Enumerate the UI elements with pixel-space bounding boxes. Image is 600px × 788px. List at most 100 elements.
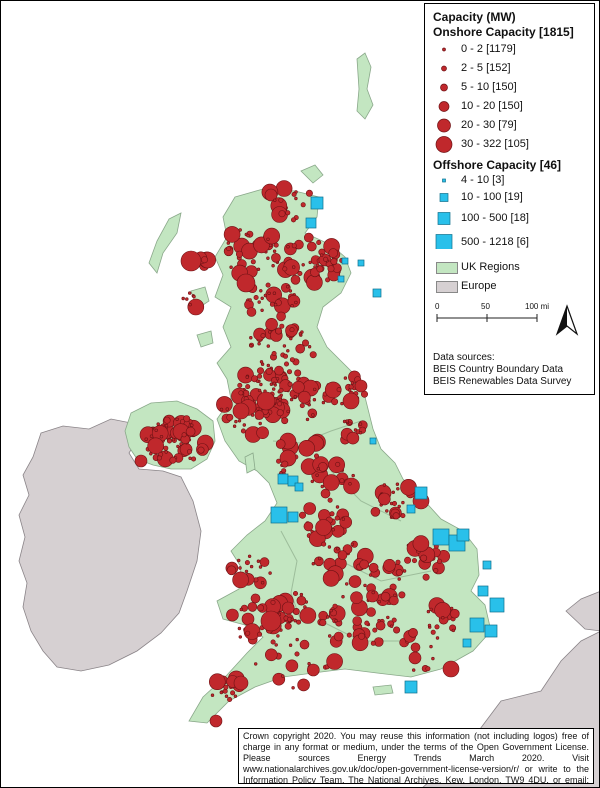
onshore-site-marker [247, 602, 258, 612]
onshore-site-marker [237, 382, 243, 388]
onshore-site-marker [325, 277, 331, 283]
onshore-site-marker [326, 615, 330, 619]
onshore-site-marker [358, 431, 363, 435]
onshore-site-marker [366, 607, 376, 617]
legend-title: Capacity (MW) [433, 10, 516, 24]
offshore-site-marker [489, 597, 505, 613]
onshore-site-marker [308, 260, 312, 265]
onshore-site-marker [259, 289, 263, 293]
onshore-site-marker [268, 330, 272, 334]
onshore-site-marker [219, 407, 224, 412]
onshore-site-marker [237, 558, 241, 563]
onshore-site-marker [259, 557, 270, 567]
onshore-site-marker [181, 432, 187, 438]
onshore-site-marker [272, 291, 277, 295]
onshore-site-marker [331, 527, 335, 532]
onshore-site-marker [359, 559, 369, 570]
onshore-site-marker [237, 419, 242, 423]
onshore-legend-item: 0 - 2 [1179] [433, 40, 586, 59]
onshore-site-marker [278, 197, 284, 203]
onshore-site-marker [287, 294, 301, 308]
onshore-site-marker [278, 387, 284, 393]
onshore-site-marker [320, 488, 331, 499]
onshore-site-marker [272, 249, 277, 253]
onshore-site-marker [380, 591, 391, 602]
onshore-site-marker [164, 450, 168, 454]
onshore-site-marker [257, 300, 261, 304]
onshore-site-marker [298, 439, 316, 457]
onshore-site-marker [391, 500, 397, 506]
onshore-site-marker [370, 640, 376, 646]
offshore-legend-item: 500 - 1218 [6] [433, 230, 586, 255]
offshore-site-marker [287, 511, 299, 523]
onshore-site-marker [275, 180, 293, 197]
offshore-legend-label: 10 - 100 [19] [461, 191, 523, 203]
offshore-site-marker [414, 486, 428, 500]
onshore-site-marker [292, 380, 305, 394]
offshore-site-marker [406, 504, 416, 514]
shetland-land [356, 52, 374, 120]
onshore-site-marker [352, 616, 363, 626]
onshore-symbol [437, 118, 451, 133]
onshore-site-marker [318, 556, 322, 561]
onshore-site-marker [266, 344, 270, 348]
onshore-site-marker [297, 678, 310, 692]
onshore-site-marker [164, 424, 169, 428]
onshore-site-marker [318, 610, 329, 621]
isle-of-wight-land [372, 684, 394, 696]
onshore-site-marker [180, 250, 202, 272]
onshore-site-marker [348, 421, 352, 426]
onshore-site-marker [336, 546, 340, 551]
offshore-legend: 4 - 10 [3] 10 - 100 [19] 100 - 500 [18] 500… [433, 173, 586, 255]
onshore-site-marker [226, 608, 239, 622]
offshore-legend-label: 4 - 10 [3] [461, 174, 505, 186]
onshore-site-marker [397, 577, 401, 581]
onshore-site-marker [276, 409, 284, 417]
offshore-legend-label: 100 - 500 [18] [461, 212, 529, 224]
offshore-site-marker [270, 506, 288, 524]
onshore-site-marker [306, 663, 320, 677]
onshore-site-marker [188, 456, 192, 460]
onshore-legend-label: 5 - 10 [150] [461, 81, 517, 93]
onshore-site-marker [250, 593, 261, 604]
onshore-site-marker [450, 606, 454, 611]
onshore-site-marker [296, 619, 302, 625]
onshore-site-marker [294, 369, 302, 377]
onshore-site-marker [401, 500, 405, 505]
onshore-site-marker [185, 426, 196, 437]
onshore-site-marker [238, 390, 244, 396]
onshore-site-marker [233, 694, 238, 698]
onshore-site-marker [350, 542, 354, 546]
onshore-site-marker [263, 293, 268, 298]
onshore-site-marker [176, 444, 180, 449]
onshore-site-marker [327, 497, 333, 503]
onshore-site-marker [188, 302, 192, 307]
offshore-site-marker [341, 257, 349, 265]
onshore-site-marker [303, 521, 314, 532]
onshore-site-marker [363, 583, 367, 588]
onshore-site-marker [328, 634, 332, 638]
onshore-site-marker [429, 644, 433, 649]
onshore-site-marker [296, 595, 307, 606]
onshore-site-marker [292, 590, 298, 596]
onshore-site-marker [342, 419, 347, 424]
onshore-site-marker [425, 666, 431, 672]
onshore-site-marker [248, 298, 252, 302]
onshore-site-marker [451, 628, 456, 633]
onshore-site-marker [245, 375, 249, 379]
onshore-site-marker [271, 264, 275, 268]
onshore-site-marker [377, 492, 391, 506]
onshore-site-marker [258, 565, 263, 569]
onshore-site-marker [256, 391, 276, 411]
onshore-site-marker [197, 446, 205, 454]
onshore-site-marker [222, 688, 228, 694]
onshore-site-marker [404, 556, 412, 564]
offshore-site-marker [305, 217, 317, 229]
onshore-site-marker [259, 382, 263, 387]
onshore-site-marker [366, 589, 379, 603]
scale-label-50: 50 [481, 302, 490, 311]
onshore-symbol [441, 65, 447, 72]
onshore-site-marker [331, 524, 345, 538]
onshore-symbol [442, 47, 446, 52]
onshore-site-marker [320, 253, 324, 257]
